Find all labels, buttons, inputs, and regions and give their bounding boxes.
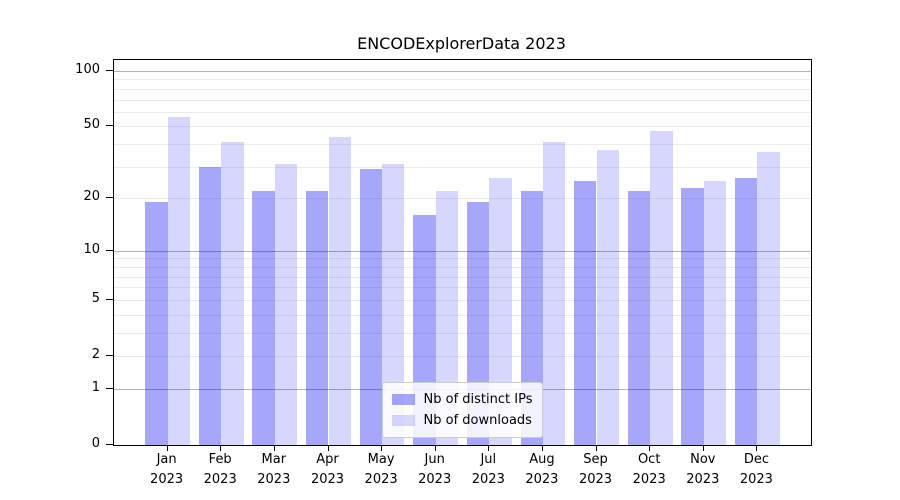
gridline-minor — [114, 144, 811, 146]
chart-title: ENCODExplorerData 2023 — [357, 34, 566, 53]
gridline-minor — [114, 356, 811, 357]
gridline-minor — [114, 126, 811, 128]
x-tick-mark — [702, 445, 704, 451]
legend-label: Nb of downloads — [423, 413, 532, 428]
gridline-minor — [114, 166, 811, 168]
legend: Nb of distinct IPs Nb of downloads — [381, 382, 544, 438]
y-tick-label: 1 — [91, 379, 100, 395]
gridline-minor — [114, 276, 811, 278]
y-tick-mark — [106, 444, 113, 445]
x-tick-label-may: May 2023 — [364, 452, 398, 487]
y-tick-label: 2 — [91, 347, 100, 362]
x-tick-mark — [649, 445, 651, 451]
plot-area: Nb of distinct IPs Nb of downloads — [113, 59, 812, 446]
gridline-minor — [114, 88, 811, 90]
y-tick-label: 20 — [83, 189, 100, 205]
y-tick-mark — [106, 249, 113, 251]
gridline-minor — [114, 258, 811, 260]
y-tick-mark — [106, 387, 113, 389]
x-tick-label-sep: Sep 2023 — [578, 452, 613, 487]
bar-ips-may — [359, 169, 383, 445]
gridline-major — [114, 250, 811, 252]
x-tick-label-jun: Jun 2023 — [418, 452, 452, 487]
bar-ips-jan — [145, 202, 168, 445]
x-tick-label-oct: Oct 2023 — [632, 452, 666, 487]
bar-downloads-feb — [221, 142, 244, 445]
x-tick-mark — [166, 445, 168, 451]
x-tick-label-jan: Jan 2023 — [150, 452, 184, 487]
y-tick-mark — [106, 197, 113, 199]
gridline-minor — [114, 198, 811, 200]
x-tick-label-nov: Nov 2023 — [686, 452, 720, 487]
x-tick-label-mar: Mar 2023 — [257, 452, 291, 487]
bar-ips-apr — [306, 190, 329, 445]
bar-downloads-sep — [596, 150, 619, 445]
bar-downloads-aug — [542, 142, 566, 445]
bar-downloads-jan — [167, 117, 190, 445]
x-tick-mark — [381, 445, 383, 451]
gridline-minor — [114, 287, 811, 289]
x-tick-mark — [541, 445, 543, 451]
x-tick-label-feb: Feb 2023 — [203, 452, 237, 487]
gridline-minor — [114, 266, 811, 268]
y-tick-label: 100 — [75, 62, 100, 77]
legend-row: Nb of downloads — [391, 410, 533, 431]
gridline-minor — [114, 79, 811, 81]
bar-downloads-dec — [757, 152, 780, 445]
bar-ips-sep — [574, 181, 597, 445]
x-tick-mark — [273, 445, 275, 451]
y-tick-mark — [106, 355, 113, 356]
bar-downloads-apr — [328, 136, 351, 445]
x-tick-mark — [434, 445, 436, 451]
bar-downloads-oct — [650, 131, 673, 445]
x-tick-label-dec: Dec 2023 — [739, 452, 773, 487]
gridline-minor — [114, 332, 811, 334]
y-tick-mark — [106, 70, 113, 71]
x-tick-label-aug: Aug 2023 — [525, 452, 559, 487]
y-tick-mark — [106, 298, 113, 300]
legend-label: Nb of distinct IPs — [423, 392, 533, 407]
bar-ips-nov — [681, 187, 704, 445]
gridline-minor — [114, 99, 811, 101]
x-tick-label-jul: Jul 2023 — [471, 452, 505, 487]
gridline-minor — [114, 299, 811, 301]
y-tick-label: 50 — [83, 117, 100, 133]
y-tick-label: 0 — [91, 436, 100, 451]
bar-ips-feb — [198, 166, 222, 445]
bar-ips-dec — [735, 177, 758, 445]
x-tick-label-apr: Apr 2023 — [310, 452, 345, 487]
bar-downloads-jul — [489, 177, 512, 445]
gridline-minor — [114, 314, 811, 316]
legend-row: Nb of distinct IPs — [391, 389, 533, 410]
legend-swatch-downloads — [391, 415, 415, 426]
y-tick-label: 10 — [83, 241, 100, 257]
x-tick-mark — [756, 445, 758, 451]
x-tick-mark — [488, 445, 490, 451]
bar-downloads-nov — [703, 181, 727, 445]
bar-downloads-mar — [274, 164, 298, 445]
bar-ips-aug — [520, 190, 543, 445]
bar-downloads-may — [382, 164, 405, 445]
bar-ips-oct — [627, 190, 651, 445]
gridline-major — [114, 71, 811, 72]
x-tick-mark — [327, 445, 329, 451]
x-tick-mark — [595, 445, 597, 451]
y-tick-label: 5 — [91, 290, 100, 306]
gridline-minor — [114, 111, 811, 113]
bar-downloads-jun — [435, 190, 459, 445]
y-tick-mark — [106, 125, 113, 127]
x-tick-mark — [220, 445, 222, 451]
bar-ips-mar — [252, 190, 275, 445]
legend-swatch-ips — [391, 394, 415, 405]
